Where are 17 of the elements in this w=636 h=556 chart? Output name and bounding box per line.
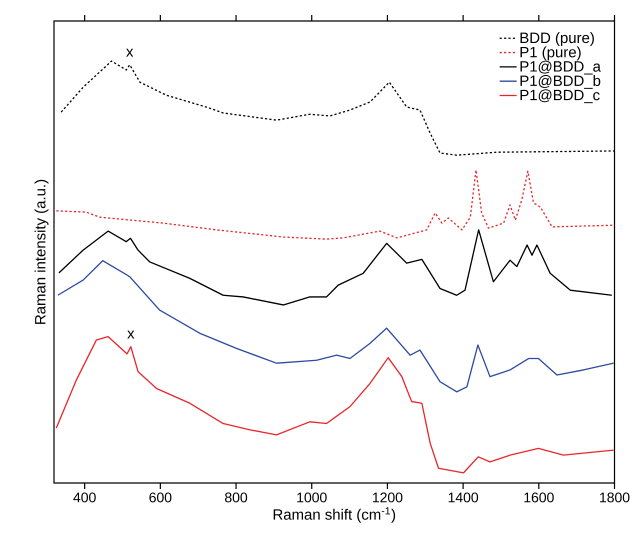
x-tick-label: 800	[225, 492, 248, 502]
x-tick-label: 600	[149, 492, 172, 502]
x-tick-label: 400	[73, 492, 96, 502]
x-tick-label: 1400	[448, 492, 478, 502]
annotation: x	[127, 330, 134, 339]
x-tick-label: 1000	[297, 492, 327, 502]
legend-label: P1@BDD_a	[520, 60, 601, 75]
legend-label: P1@BDD_c	[520, 89, 600, 104]
x-tick-label: 1200	[372, 492, 402, 502]
legend-label: P1 (pure)	[520, 46, 581, 60]
legend-label: P1@BDD_b	[520, 75, 600, 89]
y-axis-title: Raman intensity (a.u.)	[34, 180, 48, 324]
annotation: x	[126, 48, 134, 57]
x-tick-label: 1800	[600, 492, 630, 502]
legend-label: BDD (pure)	[520, 32, 594, 46]
x-axis-title: Raman shift (cm$^{-1}$)	[274, 507, 396, 523]
x-tick-label: 1600	[524, 492, 554, 502]
